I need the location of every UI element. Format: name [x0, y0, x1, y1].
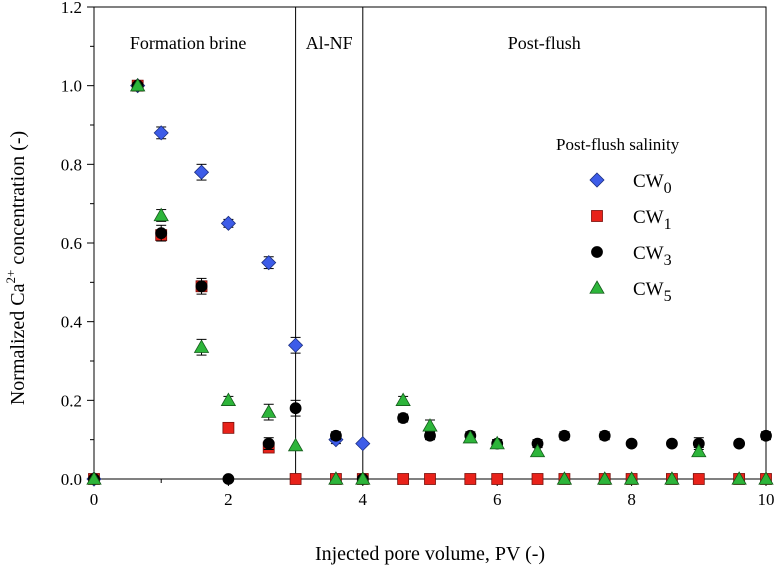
- region-label-1: Al-NF: [306, 33, 353, 53]
- data-point: [153, 207, 169, 222]
- data-point: [262, 437, 275, 450]
- legend-marker-cw1: [591, 210, 603, 222]
- data-point: [529, 443, 546, 458]
- data-point: [597, 471, 613, 485]
- data-point: [731, 471, 747, 485]
- legend-label-subscript: 3: [664, 252, 672, 269]
- legend-label-cw3: CW3: [633, 243, 672, 269]
- data-point: [623, 471, 640, 485]
- y-tick-label: 1.0: [61, 77, 82, 96]
- data-point: [129, 77, 146, 92]
- region-label-2: Post-flush: [508, 33, 581, 53]
- data-point: [422, 418, 438, 432]
- data-point: [691, 443, 707, 458]
- x-tick-label: 6: [493, 490, 502, 509]
- y-tick-label: 1.2: [61, 0, 82, 17]
- legend-marker-cw5: [589, 280, 605, 294]
- legend-label-text: CW: [633, 207, 664, 228]
- x-axis-title: Injected pore volume, PV (-): [315, 543, 545, 565]
- data-point: [261, 404, 277, 418]
- data-point: [491, 473, 504, 485]
- data-point: [261, 255, 277, 271]
- data-point: [289, 402, 302, 415]
- data-point: [531, 473, 544, 485]
- legend-label-cw1: CW1: [633, 207, 672, 233]
- series-cw3: [88, 79, 772, 485]
- legend-title: Post-flush salinity: [556, 135, 680, 154]
- data-point: [289, 473, 302, 485]
- data-point: [424, 473, 436, 485]
- x-tick-label: 0: [90, 490, 99, 509]
- x-tick-label: 8: [627, 490, 636, 509]
- data-point: [330, 429, 342, 442]
- x-tick-label: 4: [359, 490, 368, 509]
- data-point: [733, 437, 746, 450]
- y-axis-title-prefix: Normalized Ca: [7, 283, 29, 405]
- data-point: [355, 436, 371, 452]
- data-point: [489, 435, 505, 450]
- data-point: [220, 392, 237, 406]
- y-tick-label: 0.2: [61, 391, 82, 410]
- y-tick-label: 0.6: [61, 234, 82, 253]
- data-point: [598, 429, 611, 442]
- x-tick-label: 2: [224, 490, 233, 509]
- data-point: [328, 471, 344, 485]
- y-axis-title-superscript: 2+: [3, 270, 18, 284]
- y-axis-title: Normalized Ca2+ concentration (-): [3, 131, 29, 405]
- y-axis: 0.0 0.2 0.4 0.6 0.8 1.0 1.2: [61, 0, 94, 489]
- data-point: [462, 429, 479, 444]
- y-tick-label: 0.0: [61, 470, 82, 489]
- series-cw5: [86, 77, 774, 485]
- data-point: [355, 471, 371, 485]
- data-point: [692, 473, 705, 485]
- data-point: [288, 337, 304, 353]
- plot-border: [93, 6, 767, 480]
- data-point: [397, 412, 410, 424]
- legend-label-text: CW: [633, 171, 664, 192]
- legend-marker-cw0: [589, 172, 605, 188]
- data-point: [193, 164, 210, 180]
- legend-label-text: CW: [633, 243, 664, 264]
- data-point: [153, 125, 169, 141]
- data-point: [287, 437, 304, 452]
- region-labels: Formation brine Al-NF Post-flush: [130, 33, 581, 53]
- x-tick-label: 10: [758, 490, 775, 509]
- data-point: [558, 429, 571, 442]
- legend-label-cw5: CW5: [633, 279, 672, 305]
- region-label-0: Formation brine: [130, 33, 246, 53]
- data-point: [556, 471, 573, 485]
- y-tick-label: 0.8: [61, 155, 82, 174]
- data-point: [664, 471, 680, 485]
- y-tick-label: 0.4: [61, 313, 83, 332]
- data-point: [220, 215, 236, 231]
- legend-label-subscript: 0: [664, 180, 672, 197]
- legend-label-subscript: 5: [664, 288, 672, 305]
- legend-label-cw0: CW0: [633, 171, 672, 197]
- data-point: [195, 280, 208, 293]
- data-point: [222, 473, 235, 485]
- legend-marker-cw3: [591, 246, 603, 258]
- legend-label-text: CW: [633, 279, 664, 300]
- data-point: [193, 339, 210, 353]
- data-point: [758, 471, 774, 485]
- data-point: [222, 421, 235, 434]
- data-point: [625, 437, 638, 450]
- region-dividers: [295, 7, 364, 479]
- data-point: [155, 227, 168, 240]
- data-point: [464, 473, 477, 485]
- y-axis-title-suffix: concentration (-): [7, 131, 29, 270]
- data-series: [86, 77, 774, 487]
- data-point: [397, 473, 410, 485]
- legend-label-subscript: 1: [664, 216, 672, 233]
- data-point: [666, 437, 678, 450]
- data-point: [395, 392, 411, 406]
- data-point: [760, 429, 772, 442]
- plot-frame: [93, 6, 767, 480]
- data-point: [86, 471, 102, 485]
